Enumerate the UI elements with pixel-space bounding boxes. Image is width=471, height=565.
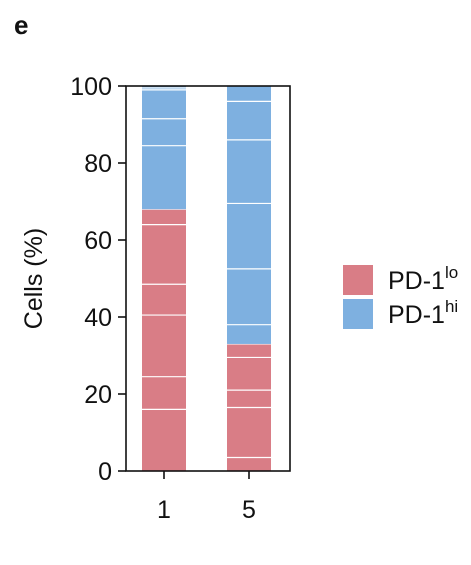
x-tick-label-5: 5 (242, 496, 256, 524)
bar-segment-pd1_hi-1 (142, 86, 186, 210)
bar-pd1_hi-5 (227, 86, 271, 344)
x-tick-label-1: 1 (157, 496, 171, 524)
y-tick-label-0: 0 (98, 458, 112, 486)
legend-label-pd1_hi: PD-1hi (388, 297, 458, 329)
legend-label-pd1_lo: PD-1lo (388, 263, 458, 295)
bar-pd1_lo-1 (142, 208, 186, 471)
y-tick-label-60: 60 (84, 227, 112, 255)
legend-swatch-pd1_lo (343, 265, 373, 295)
panel-letter: e (14, 10, 28, 40)
bar-pd1_lo-5 (227, 343, 271, 471)
legend-swatch-pd1_hi (343, 299, 373, 329)
y-tick-label-20: 20 (84, 381, 112, 409)
y-tick-label-40: 40 (84, 304, 112, 332)
y-axis: 0 20 40 60 80 100 (70, 73, 126, 486)
bar-segment-pd1_hi-5 (227, 86, 271, 344)
plot-frame (125, 85, 291, 472)
bar-pd1_hi-1 (142, 86, 186, 210)
legend-item-pd1_hi: PD-1hi (343, 297, 458, 329)
y-tick-label-80: 80 (84, 150, 112, 178)
legend-item-pd1_lo: PD-1lo (343, 263, 458, 295)
y-axis-label: Cells (%) (20, 228, 48, 329)
bars-group (142, 86, 271, 471)
y-tick-label-100: 100 (70, 73, 112, 101)
bar-segment-pd1_lo-1 (142, 209, 186, 471)
